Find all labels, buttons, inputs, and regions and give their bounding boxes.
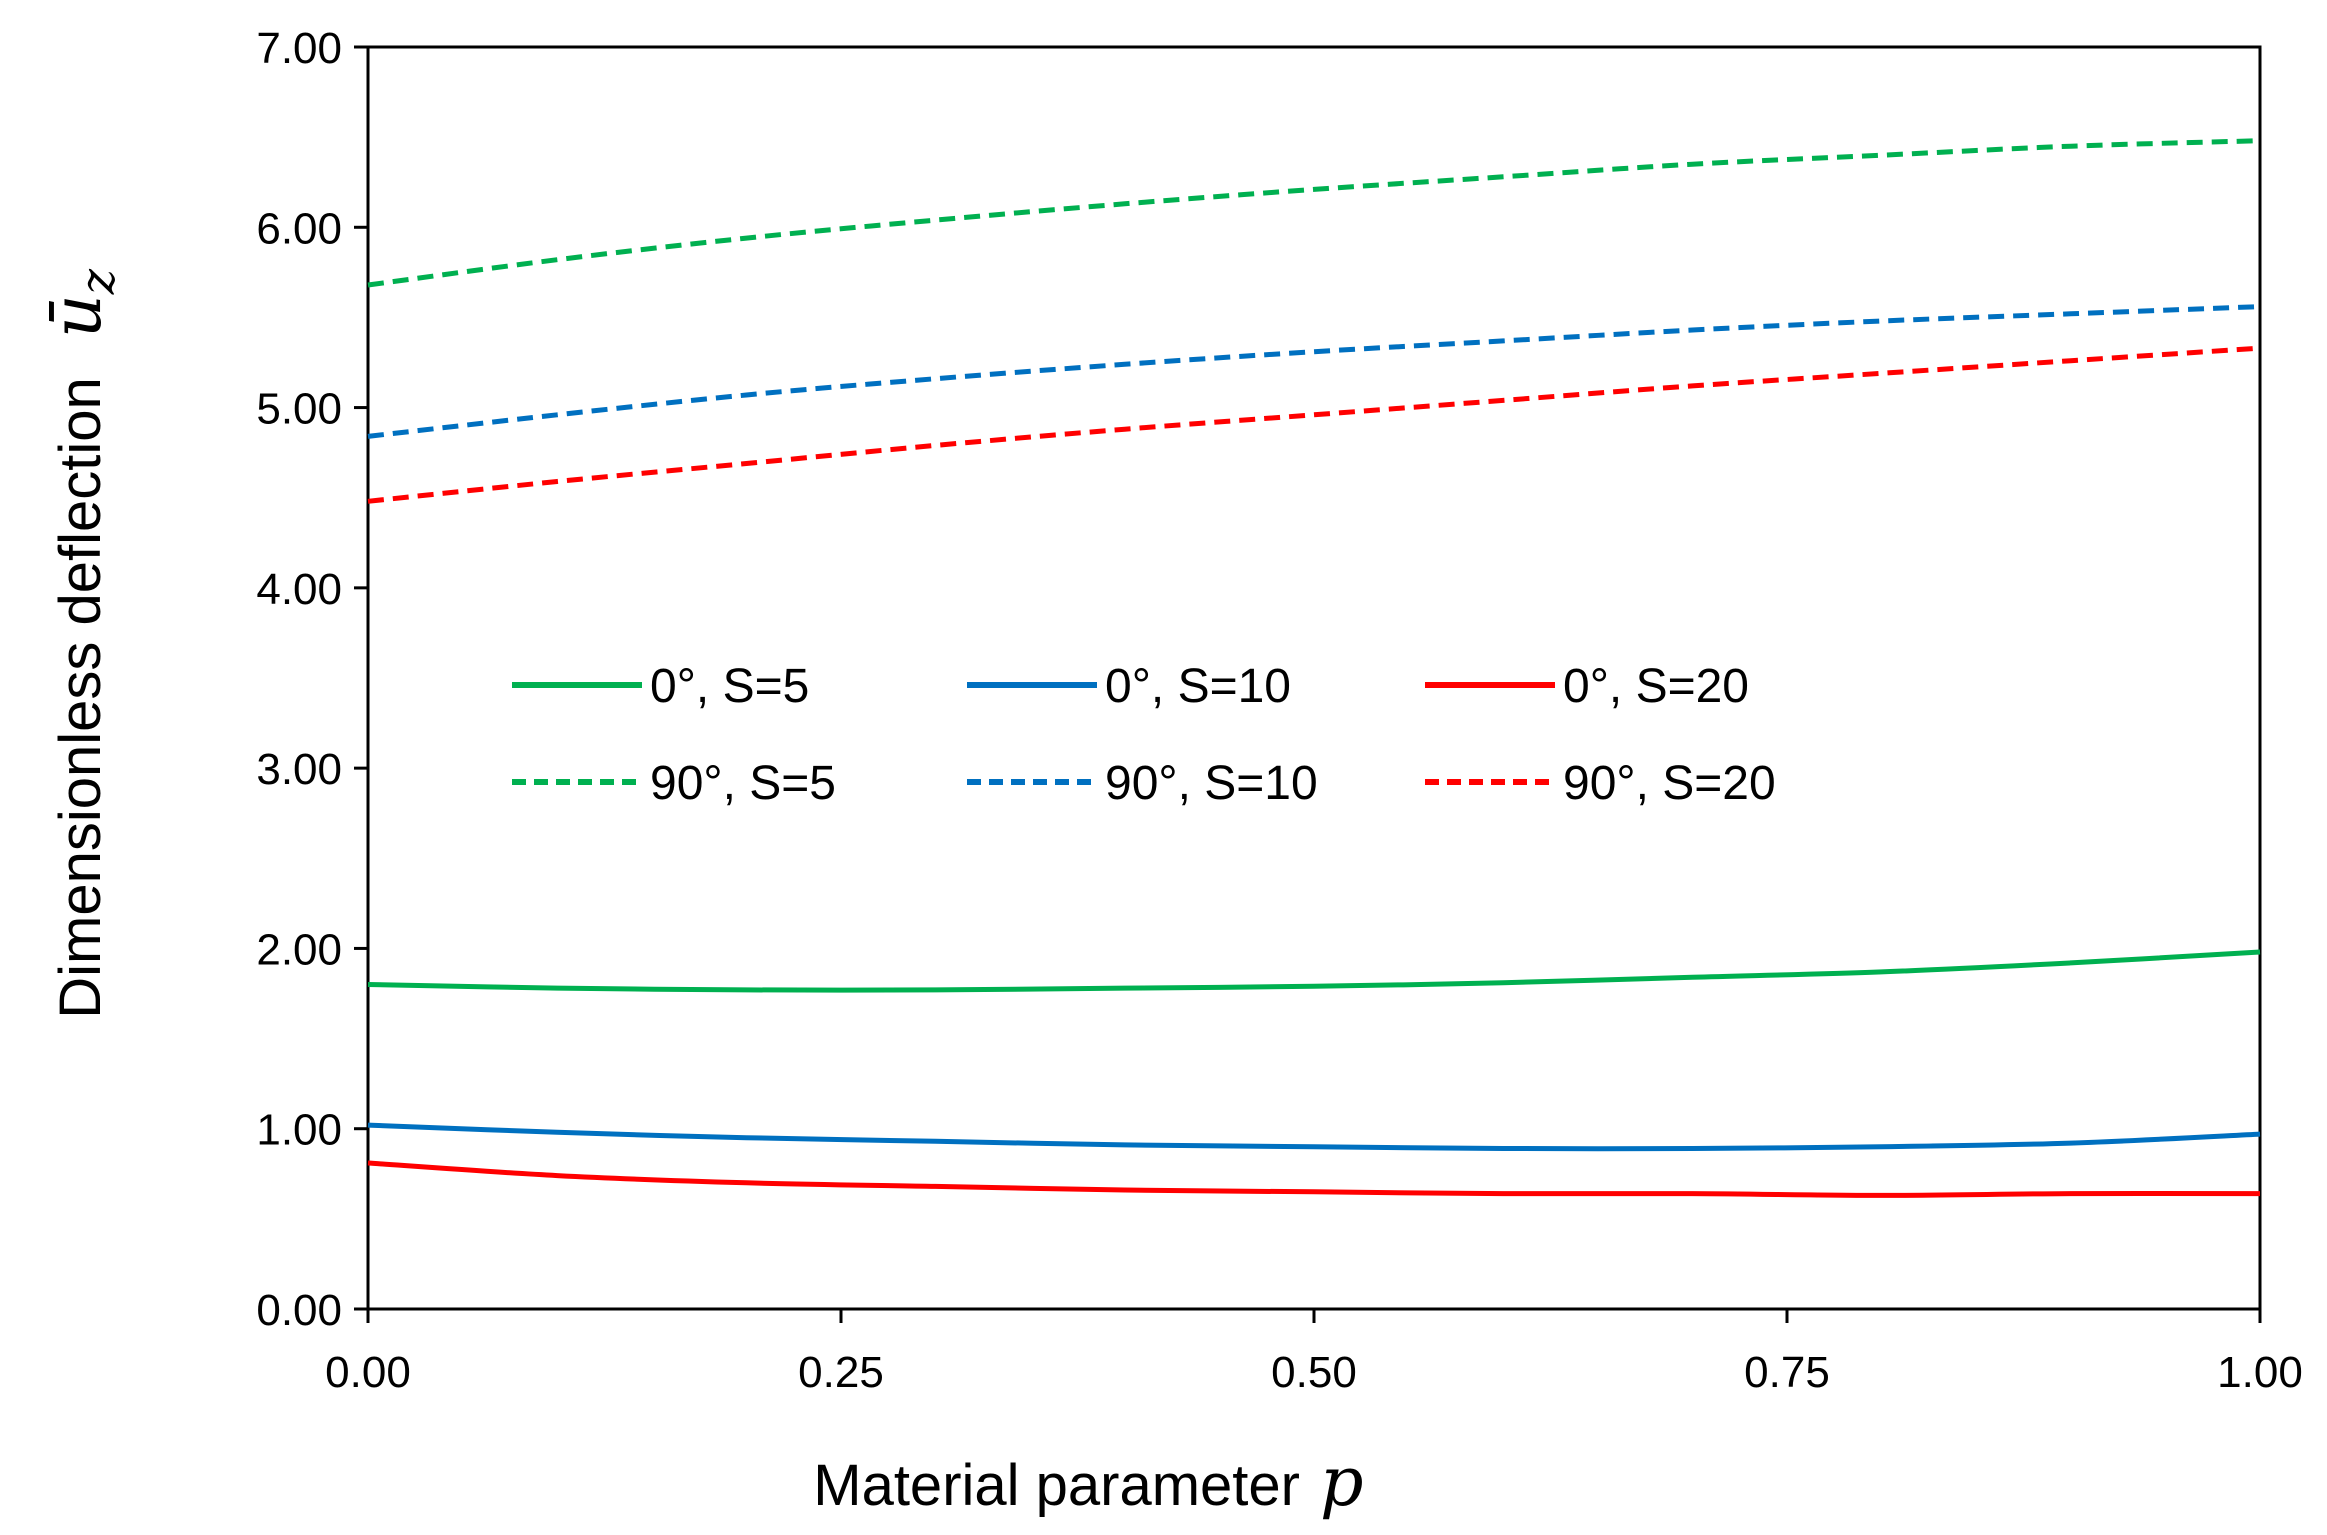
y-tick-label: 2.00: [256, 925, 342, 974]
x-axis-title: Material parameter: [813, 1453, 1300, 1518]
series-lines: [367, 138, 2261, 1198]
legend-label: 0°, S=10: [1105, 660, 1291, 713]
y-tick-label: 3.00: [256, 745, 342, 794]
y-axis-symbol-main: ū: [38, 294, 117, 338]
plot-area: [366, 45, 2262, 1311]
series-line-1: [367, 1122, 2261, 1152]
x-axis-symbol: p: [1320, 1443, 1364, 1522]
y-tick-label: 5.00: [256, 385, 342, 434]
x-tick-label: 1.00: [2217, 1348, 2303, 1397]
series-line-2: [367, 1160, 2261, 1198]
y-tick-label: 7.00: [256, 24, 342, 73]
legend-label: 0°, S=5: [650, 660, 809, 713]
series-line-3: [367, 138, 2261, 288]
x-tick-label: 0.50: [1271, 1348, 1357, 1397]
y-axis-title-group: Dimensionless deflection ūz: [38, 268, 126, 1019]
legend-label: 90°, S=10: [1105, 757, 1318, 810]
axis-ticks: 0.00 0.25 0.50 0.75 1.00 0.00 1.00 2.00 3.00 4.00…: [256, 24, 2302, 1397]
x-tick-label: 0.25: [798, 1348, 884, 1397]
legend-label: 0°, S=20: [1563, 660, 1749, 713]
x-tick-label: 0.75: [1744, 1348, 1830, 1397]
y-axis-symbol-sub: z: [70, 268, 126, 295]
series-line-5: [367, 345, 2261, 504]
y-axis-symbol: ūz: [38, 268, 126, 338]
legend: 0°, S=5 0°, S=10 0°, S=20 90°, S=5 90°, S=10…: [512, 660, 1776, 810]
series-line-0: [367, 949, 2261, 993]
legend-label: 90°, S=20: [1563, 757, 1776, 810]
y-axis-title: Dimensionless deflection: [48, 377, 113, 1019]
y-tick-label: 4.00: [256, 565, 342, 614]
y-tick-label: 6.00: [256, 204, 342, 253]
x-tick-label: 0.00: [325, 1348, 411, 1397]
series-line-4: [367, 304, 2261, 439]
y-tick-label: 0.00: [256, 1286, 342, 1335]
legend-label: 90°, S=5: [650, 757, 836, 810]
y-tick-label: 1.00: [256, 1106, 342, 1155]
